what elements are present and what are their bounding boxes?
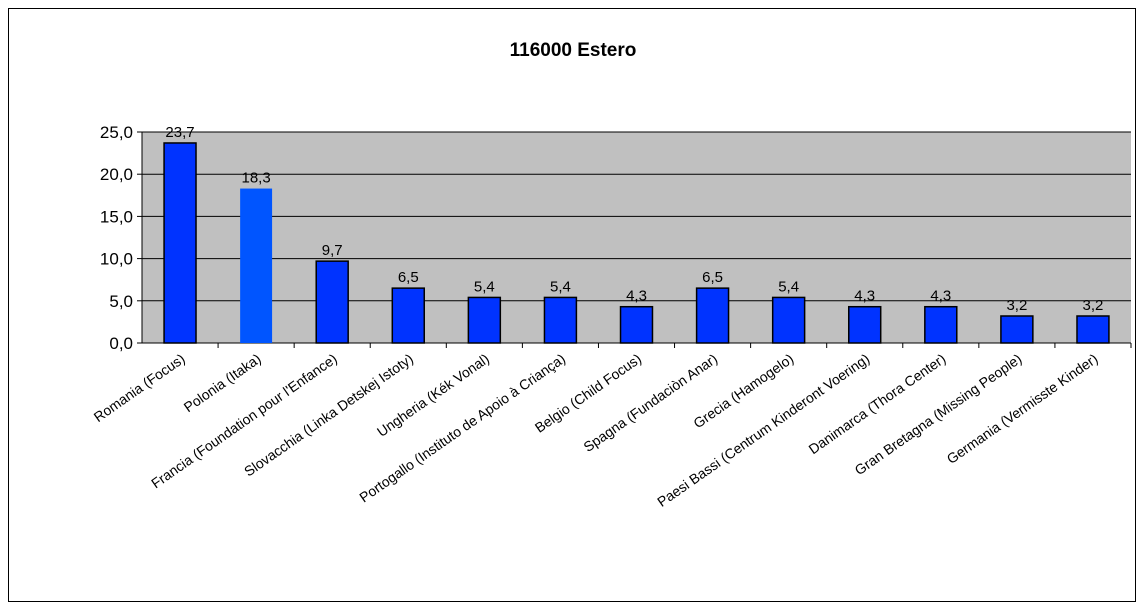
bar (1076, 315, 1110, 344)
bar (1000, 315, 1034, 344)
data-label: 5,4 (550, 278, 571, 295)
data-label: 5,4 (778, 278, 799, 295)
chart-title: 116000 Estero (510, 40, 637, 61)
bar-chart: 116000 Estero 0,0 5,0 10,0 15,0 20,0 25,0 23,7… (91, 40, 1132, 510)
data-label: 23,7 (165, 124, 194, 141)
data-label: 5,4 (474, 278, 495, 295)
bar (695, 287, 730, 344)
bar (619, 305, 654, 344)
bar (543, 296, 578, 344)
bar (163, 142, 197, 344)
bar (240, 188, 273, 343)
y-tick-label: 0,0 (109, 334, 133, 353)
bar (315, 260, 349, 344)
data-label: 4,3 (626, 288, 647, 305)
y-tick-label: 20,0 (100, 165, 133, 184)
bar (391, 287, 425, 344)
bar (467, 296, 502, 344)
y-tick-label: 25,0 (100, 123, 133, 142)
y-tick-label: 5,0 (109, 292, 133, 311)
bar (848, 305, 882, 344)
x-tick-label: Danimarca (Thora Center) (806, 350, 949, 457)
data-label: 6,5 (702, 269, 723, 286)
data-label: 3,2 (1006, 297, 1027, 314)
bar (924, 305, 958, 344)
x-tick-label: Spagna (Fundaciòn Anar) (580, 350, 720, 455)
data-label: 9,7 (322, 242, 343, 259)
y-tick-label: 15,0 (100, 207, 133, 226)
plot-area: 0,0 5,0 10,0 15,0 20,0 25,0 23,7 Romania (Focus… (91, 123, 1132, 510)
chart-frame: 116000 Estero 0,0 5,0 10,0 15,0 20,0 25,0 23,7… (8, 8, 1136, 602)
data-label: 4,3 (930, 288, 951, 305)
x-tick-label: Germania (Vermisste Kinder) (944, 350, 1101, 467)
data-label: 3,2 (1083, 297, 1104, 314)
y-tick-label: 10,0 (100, 250, 133, 269)
data-label: 6,5 (398, 269, 419, 286)
bar (771, 296, 806, 344)
data-label: 18,3 (242, 170, 271, 187)
x-tick-label: Romania (Focus) (91, 350, 188, 425)
data-label: 4,3 (854, 288, 875, 305)
